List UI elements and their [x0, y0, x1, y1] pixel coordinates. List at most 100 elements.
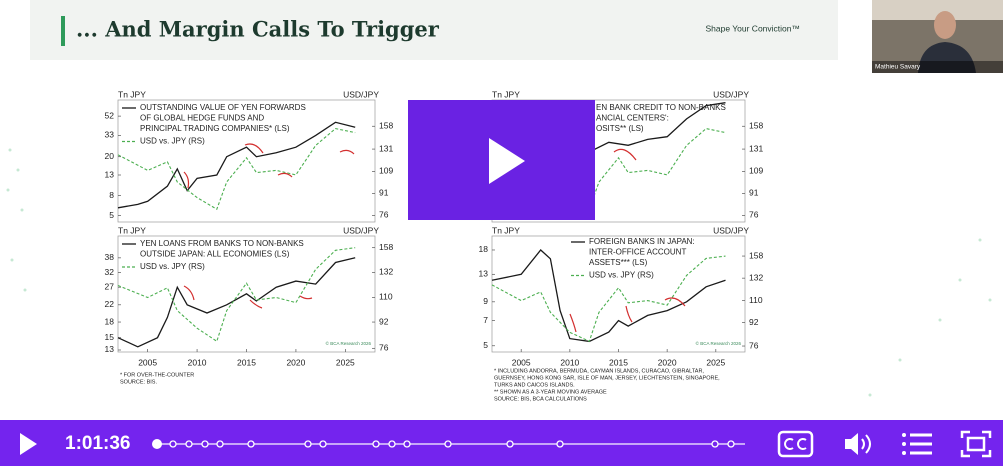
y2-tick-label: 158: [379, 242, 393, 252]
y-tick-label: 15: [105, 332, 115, 342]
captions-button[interactable]: [777, 430, 814, 458]
legend-label: PRINCIPAL TRADING COMPANIES* (LS): [140, 124, 290, 133]
volume-waves: [861, 434, 871, 454]
legend-label: ANCIAL CENTERS':: [596, 114, 669, 123]
left-axis-label: Tn JPY: [492, 89, 520, 99]
legend-label: OSITS** (LS): [596, 124, 644, 133]
y-tick-label: 13: [105, 169, 115, 179]
y2-tick-label: 110: [749, 295, 763, 305]
footnote: SOURCE: BIS.: [120, 379, 157, 385]
y-tick-label: 22: [105, 299, 115, 309]
control-bar: 1:01:36: [0, 420, 1003, 466]
y2-tick-label: 92: [749, 317, 759, 327]
y-tick-label: 7: [483, 315, 488, 325]
left-axis-label: Tn JPY: [492, 225, 520, 235]
progress-chapter-markers[interactable]: [169, 440, 735, 448]
play-overlay-icon[interactable]: [489, 138, 525, 184]
right-axis-label: USD/JPY: [343, 225, 379, 235]
x-tick-label: 2015: [237, 357, 256, 367]
y2-tick-label: 109: [749, 166, 763, 176]
webcam-label-bg: [872, 61, 1003, 73]
y2-tick-label: 110: [379, 292, 393, 302]
legend-label: INTER-OFFICE ACCOUNT: [589, 248, 686, 257]
y-tick-label: 52: [105, 110, 115, 120]
slide-title: ... And Margin Calls To Trigger: [76, 17, 440, 42]
plot-frame: [117, 99, 376, 223]
slide-header: [30, 0, 838, 60]
y2-tick-label: 91: [749, 188, 759, 198]
legend-label: USD vs. JPY (RS): [140, 262, 205, 271]
legend-label: OF GLOBAL HEDGE FUNDS AND: [140, 114, 264, 123]
legend-label: OUTSIDE JAPAN: ALL ECONOMIES (LS): [140, 250, 290, 259]
chart-credit: © BCA Research 2026: [696, 340, 742, 346]
y2-tick-label: 91: [379, 188, 389, 198]
legend-label: ASSETS*** (LS): [589, 258, 648, 267]
y2-tick-label: 132: [379, 267, 393, 277]
legend-label: FOREIGN BANKS IN JAPAN:: [589, 237, 695, 246]
footnote: * FOR OVER-THE-COUNTER: [120, 372, 194, 378]
y2-tick-label: 158: [379, 121, 393, 131]
y-tick-label: 20: [105, 151, 115, 161]
charts: Tn JPY USD/JPY 5 8 13 20 33 52 76 91 109 131 158 OUTS…: [105, 89, 764, 402]
fullscreen-icon: [966, 436, 986, 452]
legend-label: USD vs. JPY (RS): [140, 137, 205, 146]
y2-tick-label: 131: [379, 143, 393, 153]
y-tick-label: 5: [483, 340, 488, 350]
x-tick-label: 2020: [658, 357, 677, 367]
x-tick-label: 2005: [138, 357, 157, 367]
series-line: [117, 247, 356, 343]
y2-tick-label: 109: [379, 166, 393, 176]
y2-tick-label: 76: [749, 210, 759, 220]
webcam-name: Mathieu Savary: [875, 64, 921, 71]
progress-handle[interactable]: [152, 439, 162, 449]
footnote: TURKS AND CAICOS ISLANDS.: [494, 382, 575, 388]
current-time: 1:01:36: [65, 433, 131, 454]
tagline: Shape Your Conviction™: [705, 23, 800, 33]
footnote: * INCLUDING ANDORRA, BERMUDA, CAYMAN ISL…: [494, 368, 704, 374]
webcam-face: [934, 11, 956, 39]
y-tick-label: 18: [105, 316, 115, 326]
x-tick-label: 2025: [336, 357, 355, 367]
webcam: Mathieu Savary: [872, 0, 1003, 73]
left-axis-label: Tn JPY: [118, 225, 146, 235]
x-tick-label: 2005: [512, 357, 531, 367]
y-tick-label: 13: [479, 269, 489, 279]
right-axis-label: USD/JPY: [343, 89, 379, 99]
y2-tick-label: 158: [749, 250, 763, 260]
captions-icon: [784, 438, 807, 450]
fullscreen-button[interactable]: [960, 430, 992, 458]
y-tick-label: 32: [105, 267, 115, 277]
annotation-arrows: [183, 143, 686, 333]
y-tick-label: 38: [105, 252, 115, 262]
y2-tick-label: 76: [749, 340, 759, 350]
legend-label: EN BANK CREDIT TO NON-BANKS: [596, 103, 726, 112]
webcam-wall: [872, 0, 1003, 20]
left-axis-label: Tn JPY: [118, 89, 146, 99]
y-tick-label: 9: [483, 296, 488, 306]
legend-label: YEN LOANS FROM BANKS TO NON-BANKS: [140, 239, 304, 248]
chapters-button[interactable]: [902, 433, 932, 455]
series-line: [491, 255, 726, 343]
right-axis-label: USD/JPY: [713, 89, 749, 99]
webcam-body: [918, 42, 976, 73]
volume-button[interactable]: [845, 433, 858, 455]
series-line: [491, 249, 726, 343]
x-tick-label: 2025: [706, 357, 725, 367]
y2-tick-label: 76: [379, 343, 389, 353]
y2-tick-label: 131: [749, 143, 763, 153]
y-tick-label: 5: [109, 210, 114, 220]
series-line: [511, 128, 726, 211]
y-tick-label: 18: [479, 244, 489, 254]
y2-tick-label: 76: [379, 210, 389, 220]
y-tick-label: 13: [105, 344, 115, 354]
footnote: SOURCE: BIS, BCA CALCULATIONS: [494, 396, 587, 402]
y2-tick-label: 92: [379, 316, 389, 326]
x-tick-label: 2010: [560, 357, 579, 367]
footnote: ** SHOWN AS A 3-YEAR MOVING AVERAGE: [494, 389, 607, 395]
y-tick-label: 27: [105, 281, 115, 291]
play-button[interactable]: [20, 433, 37, 455]
series-line: [117, 121, 356, 209]
chart-credit: © BCA Research 2026: [326, 340, 372, 346]
